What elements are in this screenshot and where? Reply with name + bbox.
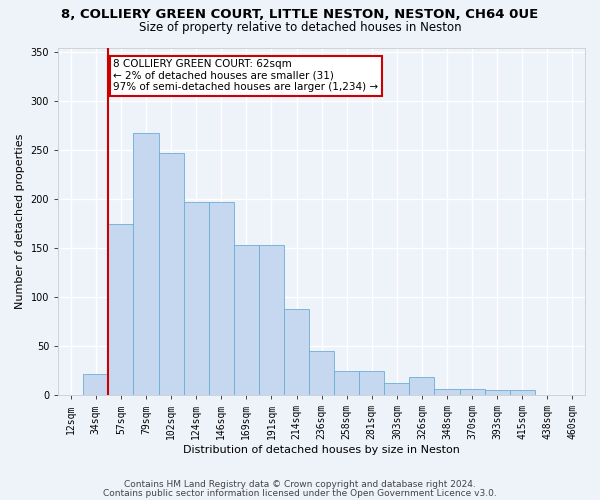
Bar [158,154,184,395]
Bar [334,370,359,395]
Text: 8 COLLIERY GREEN COURT: 62sqm
← 2% of detached houses are smaller (31)
97% of se: 8 COLLIERY GREEN COURT: 62sqm ← 2% of de… [113,60,379,92]
X-axis label: Distribution of detached houses by size in Neston: Distribution of detached houses by size … [183,445,460,455]
Bar [409,376,434,395]
Bar [510,390,535,395]
Bar [83,374,109,395]
Text: Contains HM Land Registry data © Crown copyright and database right 2024.: Contains HM Land Registry data © Crown c… [124,480,476,489]
Bar [234,246,259,395]
Bar [259,246,284,395]
Bar [309,351,334,395]
Bar [485,390,510,395]
Text: 8, COLLIERY GREEN COURT, LITTLE NESTON, NESTON, CH64 0UE: 8, COLLIERY GREEN COURT, LITTLE NESTON, … [61,8,539,20]
Bar [460,390,485,395]
Y-axis label: Number of detached properties: Number of detached properties [15,134,25,309]
Bar [109,224,133,395]
Bar [385,384,409,395]
Text: Size of property relative to detached houses in Neston: Size of property relative to detached ho… [139,21,461,34]
Bar [359,370,385,395]
Text: Contains public sector information licensed under the Open Government Licence v3: Contains public sector information licen… [103,489,497,498]
Bar [434,390,460,395]
Bar [209,202,234,395]
Bar [133,132,158,395]
Bar [184,202,209,395]
Bar [284,309,309,395]
